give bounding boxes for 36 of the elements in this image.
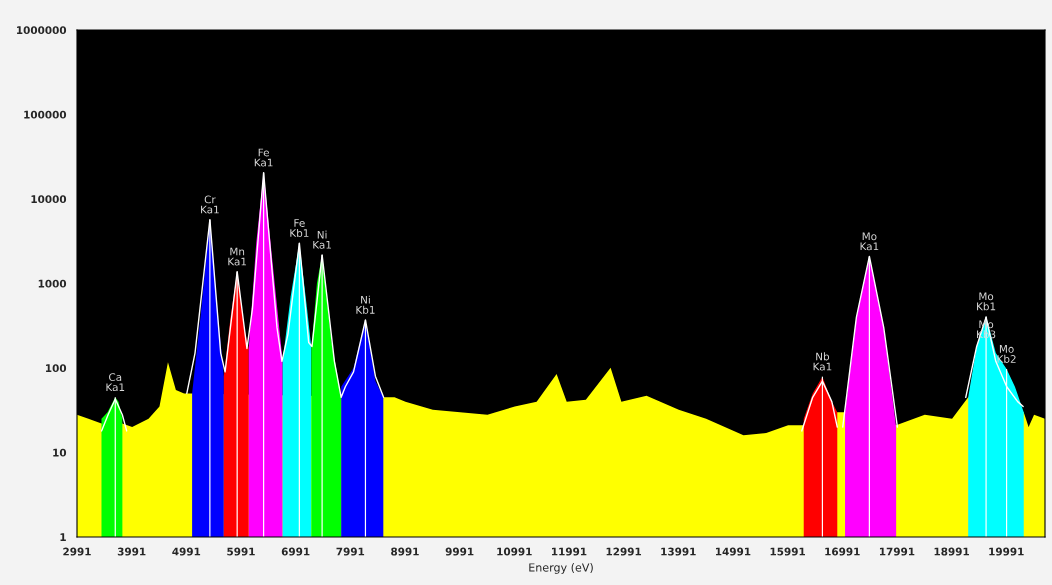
annotation: Ni Kb1 [356, 295, 375, 314]
y-tick-label: 100 [46, 364, 67, 373]
annotation: Mn Ka1 [228, 247, 247, 266]
annotation: Fe Ka1 [254, 148, 273, 167]
annotation: Ni Ka1 [313, 230, 331, 249]
y-tick-label: 1000 [38, 279, 67, 288]
x-tick-label: 14991 [715, 547, 751, 556]
x-tick-label: 13991 [661, 547, 696, 556]
x-tick-label: 9991 [445, 547, 474, 556]
x-tick-label: 19991 [989, 547, 1024, 556]
x-tick-label: 5991 [227, 547, 255, 556]
x-axis-title: Energy (eV) [529, 563, 593, 574]
x-tick-label: 8991 [391, 547, 419, 556]
x-tick-label: 3991 [117, 547, 146, 556]
x-tick-label: 4991 [172, 547, 201, 556]
x-tick-label: 18991 [934, 547, 969, 556]
x-tick-label: 10991 [497, 547, 532, 556]
x-tick-label: 6991 [281, 547, 310, 556]
y-tick-label: 1 [60, 533, 66, 541]
y-tick-label: 10 [53, 448, 67, 457]
x-tick-label: 12991 [606, 547, 642, 556]
y-tick-label: 10000 [31, 195, 67, 204]
annotation: Ca Ka1 [106, 373, 125, 392]
annotation: Mo Kb1 [977, 292, 996, 311]
x-tick-label: 11991 [552, 547, 587, 556]
x-tick-label: 17991 [879, 547, 915, 556]
x-tick-label: 16991 [825, 547, 860, 556]
annotation: Mo Ka1 [860, 232, 879, 251]
x-tick-label: 2991 [63, 547, 91, 556]
annotation: Cr Ka1 [201, 195, 219, 214]
y-tick-label: 1000000 [17, 26, 67, 35]
x-tick-label: 15991 [770, 547, 805, 556]
annotation: Nb Ka1 [813, 352, 832, 371]
annotation: Fe Kb1 [290, 219, 309, 237]
x-tick-label: 7991 [336, 547, 365, 556]
y-tick-label: 100000 [24, 110, 67, 119]
